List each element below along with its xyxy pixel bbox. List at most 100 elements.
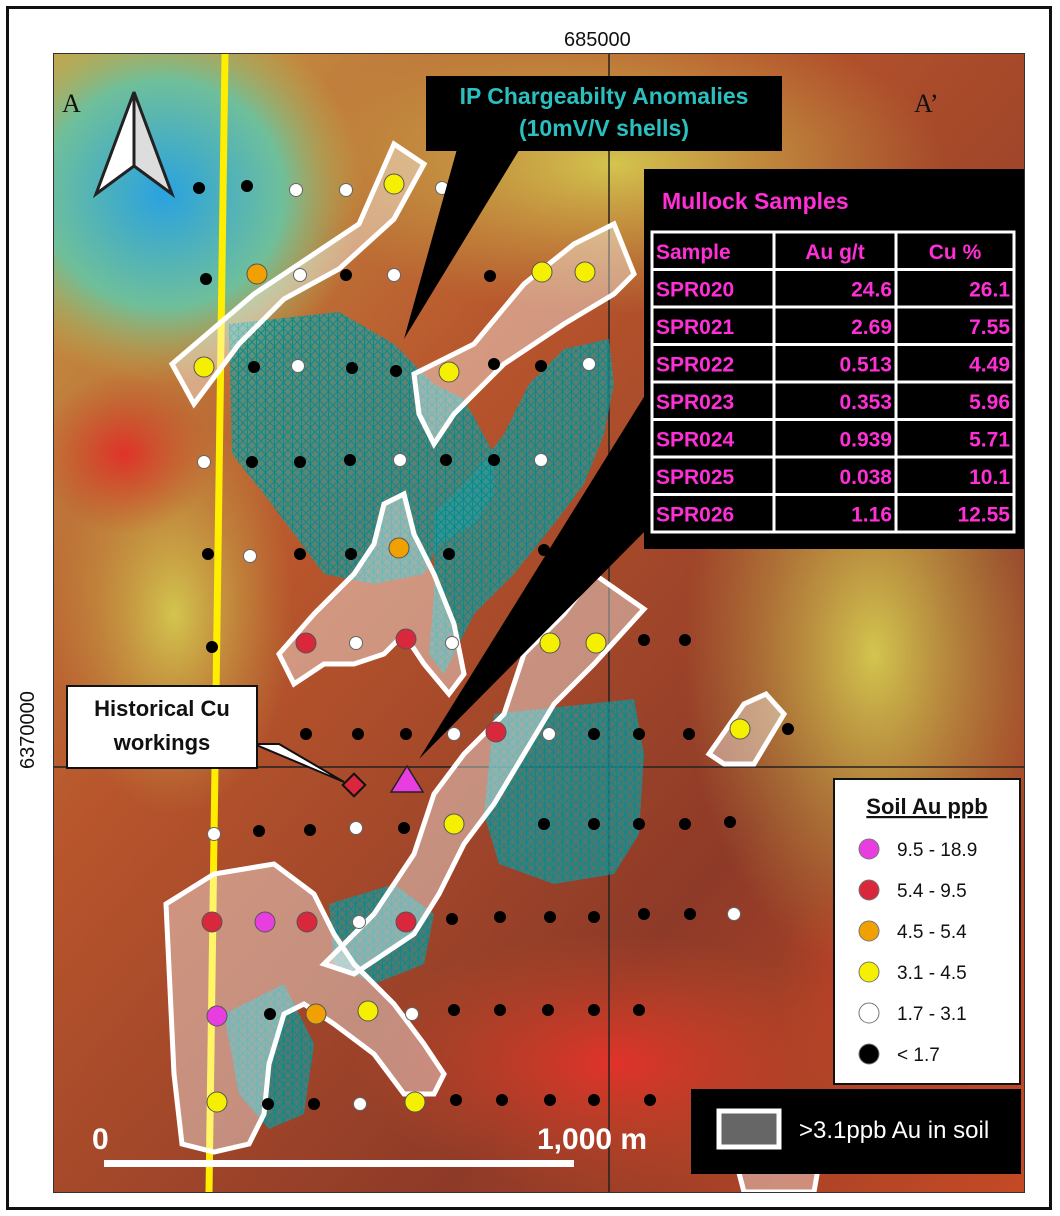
mullock-value: 10.1 <box>969 466 1010 489</box>
map-panel[interactable]: IP Chargeabilty Anomalies (10mV/V shells… <box>53 53 1025 1193</box>
soil-sample-point <box>197 455 211 469</box>
soil-sample-point <box>293 268 307 282</box>
mullock-value: 2.69 <box>851 316 892 339</box>
soil-sample-point <box>383 173 405 195</box>
soil-legend-swatch <box>858 1043 880 1065</box>
ip-callout-line1: IP Chargeabilty Anomalies <box>460 83 749 109</box>
soil-sample-point <box>291 359 305 373</box>
historical-callout-pointer <box>253 743 345 783</box>
soil-sample-point <box>352 728 364 740</box>
soil-sample-point <box>294 456 306 468</box>
soil-sample-point <box>241 180 253 192</box>
scale-bar: 0 1,000 m <box>92 1123 647 1167</box>
soil-legend-label: 9.5 - 18.9 <box>897 840 977 861</box>
soil-legend-label: 3.1 - 4.5 <box>897 963 967 984</box>
soil-sample-point <box>494 1004 506 1016</box>
historical-callout-line1: Historical Cu <box>94 696 230 721</box>
soil-sample-point <box>352 915 366 929</box>
soil-sample-point <box>582 357 596 371</box>
soil-sample-point <box>393 453 407 467</box>
ip-anomaly-layer <box>224 312 644 1129</box>
soil-sample-point <box>294 548 306 560</box>
north-arrow-icon <box>92 91 176 199</box>
mullock-sample-marker[interactable] <box>389 764 425 793</box>
soil-sample-point <box>339 183 353 197</box>
soil-sample-point <box>304 824 316 836</box>
soil-sample-point <box>345 548 357 560</box>
soil-sample-point <box>538 818 550 830</box>
soil-sample-point <box>445 636 459 650</box>
soil-sample-point <box>344 454 356 466</box>
soil-sample-point <box>300 728 312 740</box>
soil-sample-point <box>488 454 500 466</box>
historical-callout-box <box>66 685 258 769</box>
mullock-value: SPR020 <box>656 279 734 302</box>
mullock-value: SPR026 <box>656 504 734 527</box>
soil-sample-point <box>679 634 691 646</box>
soil-sample-point <box>206 641 218 653</box>
soil-sample-point <box>633 728 645 740</box>
soil-sample-point <box>308 1098 320 1110</box>
soil-sample-point <box>388 537 410 559</box>
figure-frame: 685000 6370000 GDA 1994 – MGA ZONE 55 <box>6 6 1052 1210</box>
historical-workings-marker[interactable] <box>341 772 367 798</box>
soil-sample-point <box>535 360 547 372</box>
soil-sample-point <box>782 723 794 735</box>
soil-sample-point <box>484 270 496 282</box>
northing-label: 6370000 <box>17 691 39 769</box>
ip-callout-line2: (10mV/V shells) <box>519 115 689 141</box>
soil-sample-point <box>448 1004 460 1016</box>
soil-sample-point <box>494 911 506 923</box>
soil-sample-point <box>633 818 645 830</box>
soil-sample-point <box>353 1097 367 1111</box>
mullock-value: 0.939 <box>839 429 892 452</box>
soil-sample-point <box>496 1094 508 1106</box>
soil-sample-point <box>588 1094 600 1106</box>
mullock-cell <box>894 268 1016 309</box>
soil-anomaly-polygon <box>276 490 467 699</box>
soil-sample-point <box>544 1094 556 1106</box>
soil-sample-point <box>404 1091 426 1113</box>
soil-sample-point <box>542 727 556 741</box>
soil-sample-point <box>729 718 751 740</box>
mullock-value: 1.16 <box>851 504 892 527</box>
mullock-value: SPR021 <box>656 316 735 339</box>
soil-sample-layer <box>193 173 794 1113</box>
soil-sample-point <box>588 911 600 923</box>
mullock-value: 0.038 <box>839 466 892 489</box>
soil-sample-point <box>679 818 691 830</box>
soil-sample-point <box>200 273 212 285</box>
soil-sample-point <box>206 1091 228 1113</box>
section-end-label: A’ <box>914 89 939 118</box>
soil-legend-label: 1.7 - 3.1 <box>897 1004 967 1025</box>
ip-shell <box>229 312 494 584</box>
mullock-cell <box>894 493 1016 534</box>
mullock-value: SPR022 <box>656 354 734 377</box>
soil-sample-point <box>243 549 257 563</box>
soil-sample-point <box>202 548 214 560</box>
easting-label: 685000 <box>564 29 631 51</box>
soil-legend-label: 5.4 - 9.5 <box>897 881 967 902</box>
mullock-cell <box>772 493 898 534</box>
mullock-value: 4.49 <box>969 354 1010 377</box>
soil-sample-point <box>488 358 500 370</box>
mullock-value: 24.6 <box>851 279 892 302</box>
soil-sample-point <box>390 365 402 377</box>
soil-sample-point <box>544 911 556 923</box>
soil-sample-point <box>727 907 741 921</box>
mullock-value: 5.71 <box>969 429 1010 452</box>
soil-sample-point <box>193 182 205 194</box>
soil-sample-point <box>638 634 650 646</box>
soil-sample-point <box>450 1094 462 1106</box>
scale-start: 0 <box>92 1123 109 1156</box>
soil-sample-point <box>340 269 352 281</box>
soil-sample-point <box>295 632 317 654</box>
soil-sample-point <box>534 453 548 467</box>
mullock-value: 7.55 <box>969 316 1010 339</box>
anomaly-legend-label: >3.1ppb Au in soil <box>799 1117 989 1144</box>
mullock-table: Mullock Samples Sample Au g/t Cu % SPR020 24… <box>644 169 1024 549</box>
soil-sample-point <box>289 183 303 197</box>
mullock-cell <box>772 380 898 421</box>
mullock-cell <box>894 305 1016 346</box>
ip-shell <box>329 884 434 984</box>
